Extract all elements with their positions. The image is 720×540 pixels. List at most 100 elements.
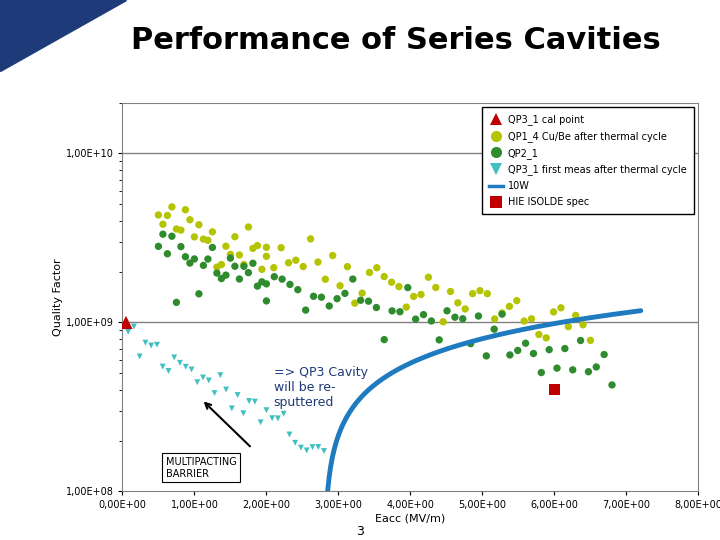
10W	[636, 307, 645, 314]
QP2_1	[234, 275, 246, 284]
QP2_1	[261, 280, 272, 288]
QP2_1	[256, 278, 268, 286]
QP2_1	[512, 346, 523, 355]
QP2_1	[243, 268, 254, 277]
QP1_4 Cu/Be after thermal cycle	[243, 222, 254, 231]
QP2_1	[567, 366, 578, 374]
QP2_1	[315, 293, 327, 301]
Y-axis label: Quality Factor: Quality Factor	[53, 258, 63, 336]
QP3_1 first meas after thermal cycle	[249, 397, 261, 406]
QP3_1 first meas after thermal cycle	[163, 367, 174, 375]
Text: => QP3 Cavity
will be re-
sputtered: => QP3 Cavity will be re- sputtered	[274, 366, 368, 409]
QP1_4 Cu/Be after thermal cycle	[334, 281, 346, 290]
QP2_1	[559, 344, 571, 353]
QP2_1	[496, 310, 508, 319]
QP3_1 first meas after thermal cycle	[232, 391, 243, 400]
QP3_1 first meas after thermal cycle	[289, 438, 301, 447]
QP1_4 Cu/Be after thermal cycle	[408, 292, 420, 301]
QP2_1	[216, 274, 228, 283]
QP2_1	[211, 269, 222, 278]
QP1_4 Cu/Be after thermal cycle	[256, 265, 268, 274]
QP2_1	[347, 275, 359, 284]
QP2_1	[402, 284, 413, 292]
QP3_1 first meas after thermal cycle	[312, 443, 324, 451]
QP1_4 Cu/Be after thermal cycle	[327, 251, 338, 260]
QP3_1 first meas after thermal cycle	[220, 385, 232, 394]
QP3_1 first meas after thermal cycle	[261, 406, 272, 415]
QP1_4 Cu/Be after thermal cycle	[189, 233, 200, 241]
QP1_4 Cu/Be after thermal cycle	[452, 299, 464, 307]
10W	[323, 488, 332, 495]
QP2_1	[339, 289, 351, 298]
QP1_4 Cu/Be after thermal cycle	[275, 244, 287, 252]
QP3_1 first meas after thermal cycle	[238, 409, 249, 417]
QP1_4 Cu/Be after thermal cycle	[423, 273, 434, 281]
QP1_4 Cu/Be after thermal cycle	[225, 250, 236, 259]
QP1_4 Cu/Be after thermal cycle	[555, 303, 567, 312]
QP1_4 Cu/Be after thermal cycle	[379, 272, 390, 281]
QP2_1	[355, 296, 366, 305]
QP1_4 Cu/Be after thermal cycle	[386, 278, 397, 287]
QP3_1 first meas after thermal cycle	[168, 353, 180, 362]
QP1_4 Cu/Be after thermal cycle	[533, 330, 544, 339]
QP3_1 first meas after thermal cycle	[192, 378, 203, 387]
QP1_4 Cu/Be after thermal cycle	[297, 262, 309, 271]
QP3_1 first meas after thermal cycle	[174, 359, 186, 367]
QP2_1	[387, 307, 398, 315]
QP2_1	[323, 302, 335, 310]
QP2_1	[269, 272, 280, 281]
QP2_1	[441, 307, 453, 315]
QP3_1 first meas after thermal cycle	[157, 362, 168, 371]
10W	[610, 311, 618, 318]
QP1_4 Cu/Be after thermal cycle	[193, 220, 204, 229]
QP2_1	[184, 259, 196, 267]
QP1_4 Cu/Be after thermal cycle	[504, 302, 516, 310]
10W	[621, 309, 629, 316]
QP3_1 first meas after thermal cycle	[295, 443, 307, 452]
QP2_1	[394, 307, 405, 316]
QP1_4 Cu/Be after thermal cycle	[430, 283, 441, 292]
QP1_4 Cu/Be after thermal cycle	[157, 220, 168, 228]
QP3_1 first meas after thermal cycle	[255, 418, 266, 427]
QP1_4 Cu/Be after thermal cycle	[526, 314, 537, 323]
QP2_1	[575, 336, 586, 345]
QP3_1 first meas after thermal cycle	[272, 414, 284, 423]
QP3_1 first meas after thermal cycle	[284, 430, 295, 439]
10W	[382, 373, 390, 380]
QP1_4 Cu/Be after thermal cycle	[238, 260, 250, 269]
Line: 10W: 10W	[328, 310, 641, 491]
QP1_4 Cu/Be after thermal cycle	[320, 275, 331, 284]
QP1_4 Cu/Be after thermal cycle	[229, 232, 240, 241]
QP1_4 Cu/Be after thermal cycle	[371, 264, 382, 272]
QP3_1 first meas after thermal cycle	[209, 389, 220, 397]
QP1_4 Cu/Be after thermal cycle	[459, 305, 471, 313]
QP2_1	[307, 292, 319, 301]
QP1_4 Cu/Be after thermal cycle	[211, 263, 222, 272]
QP1_4 Cu/Be after thermal cycle	[356, 289, 368, 298]
QP2_1	[433, 335, 445, 344]
QP3_1 first meas after thermal cycle	[140, 339, 151, 347]
QP2_1	[276, 275, 288, 284]
QP3_1 first meas after thermal cycle	[128, 322, 140, 331]
QP2_1	[189, 255, 200, 264]
QP3_1 first meas after thermal cycle	[186, 365, 197, 374]
QP1_4 Cu/Be after thermal cycle	[153, 211, 164, 219]
QP1_4 Cu/Be after thermal cycle	[184, 215, 196, 224]
QP1_4 Cu/Be after thermal cycle	[445, 287, 456, 296]
QP1_4 Cu/Be after thermal cycle	[161, 211, 174, 220]
QP2_1	[300, 306, 312, 314]
QP2_1	[544, 346, 555, 354]
QP1_4 Cu/Be after thermal cycle	[415, 290, 427, 299]
QP2_1	[292, 285, 304, 294]
QP1_4 Cu/Be after thermal cycle	[283, 259, 294, 267]
QP2_1	[552, 364, 563, 373]
QP3_1 first meas after thermal cycle	[318, 447, 330, 455]
QP1_4 Cu/Be after thermal cycle	[393, 282, 405, 291]
QP2_1	[582, 367, 594, 376]
QP2_1	[410, 315, 421, 323]
QP1_4 Cu/Be after thermal cycle	[261, 252, 272, 261]
QP1_4 Cu/Be after thermal cycle	[312, 258, 324, 266]
QP2_1	[252, 282, 264, 291]
QP2_1	[473, 312, 485, 320]
QP1_4 Cu/Be after thermal cycle	[166, 202, 178, 211]
